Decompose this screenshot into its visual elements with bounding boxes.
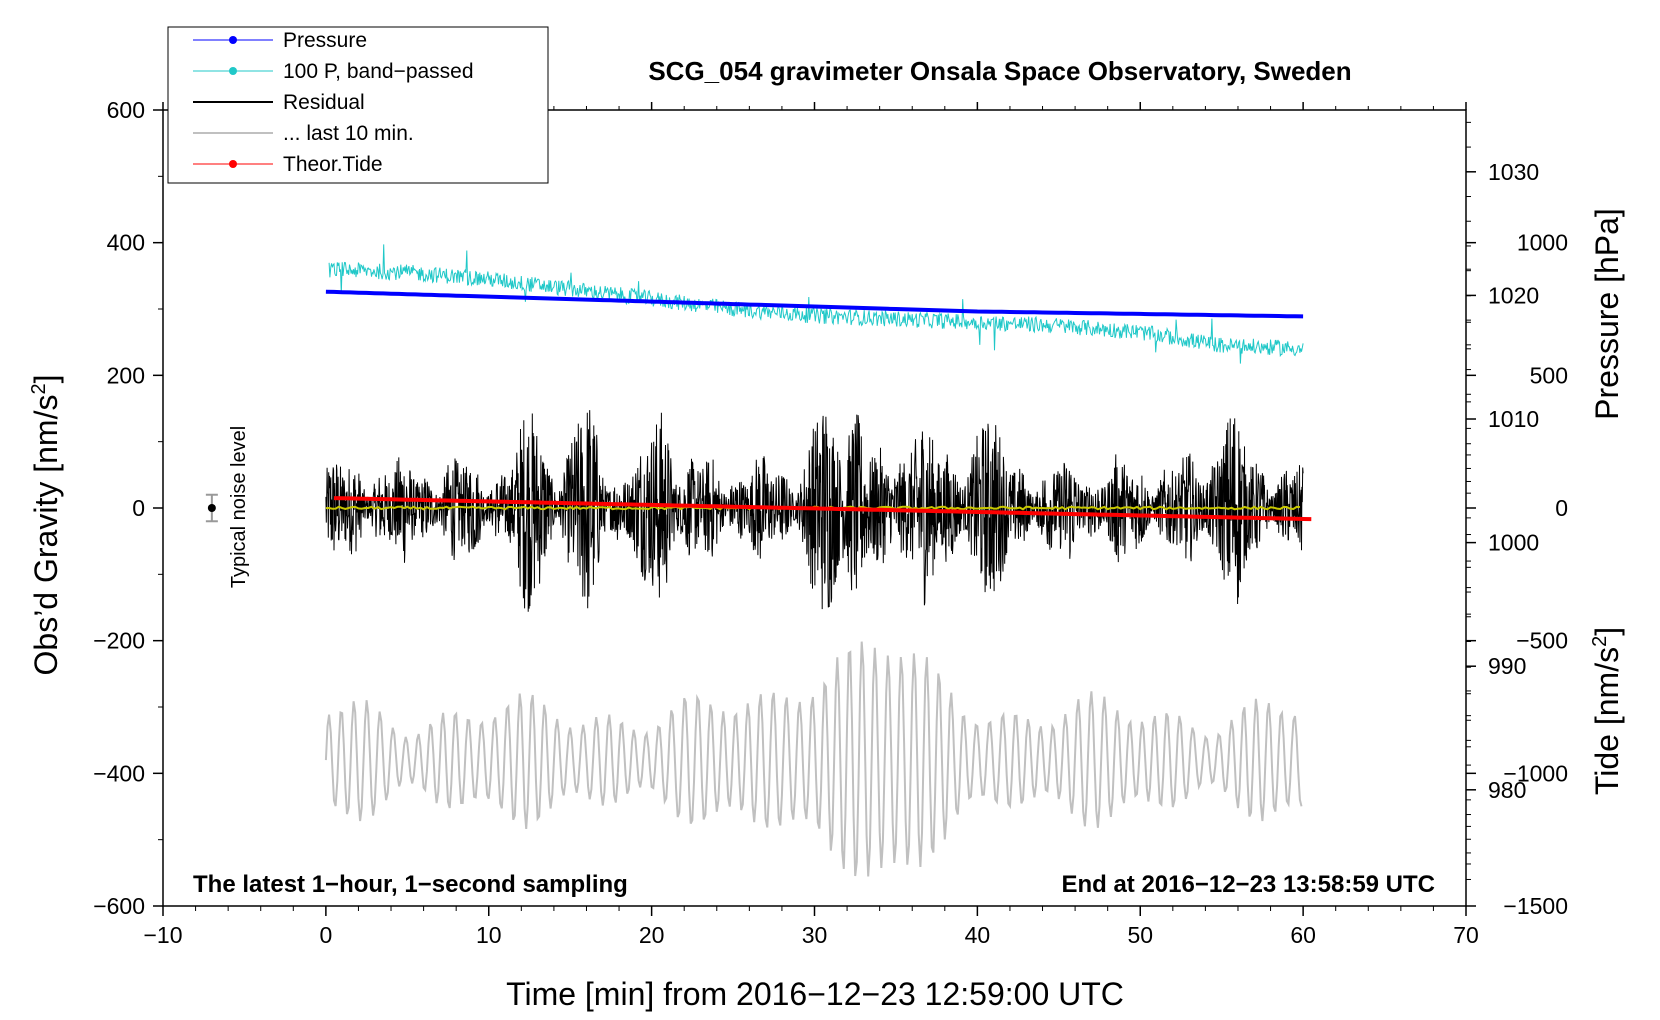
noise-label: Typical noise level bbox=[228, 426, 250, 588]
tide-tick-label: 1000 bbox=[1517, 230, 1568, 256]
y-axis-label-left: Obs’d Gravity [nm/s2] bbox=[28, 375, 64, 676]
pressure-tick-label: 1020 bbox=[1488, 282, 1539, 308]
legend-marker bbox=[229, 160, 237, 168]
x-tick-label: 50 bbox=[1127, 922, 1153, 948]
note-left: The latest 1−hour, 1−second sampling bbox=[193, 871, 628, 898]
tide-tick-label: 0 bbox=[1555, 495, 1568, 521]
note-right: End at 2016−12−23 13:58:59 UTC bbox=[1061, 871, 1435, 898]
band-passed-line bbox=[328, 244, 1304, 364]
legend-box bbox=[167, 26, 549, 184]
y-axis-label-tide-end: ] bbox=[1589, 627, 1625, 636]
x-tick-label: 30 bbox=[802, 922, 828, 948]
legend-label: Residual bbox=[283, 91, 365, 114]
x-tick-label: −10 bbox=[143, 922, 182, 948]
noise-indicator bbox=[205, 493, 218, 523]
y-axis-label-left-main: Obs’d Gravity [nm/s bbox=[28, 395, 64, 676]
legend-label: ... last 10 min. bbox=[283, 122, 414, 145]
pressure-tick-label: 980 bbox=[1488, 777, 1526, 803]
tide-tick-label: −500 bbox=[1516, 628, 1568, 654]
residual-line bbox=[325, 410, 1304, 612]
y-left-tick-label: 0 bbox=[132, 495, 145, 521]
noise-dot bbox=[207, 504, 216, 512]
y-left-tick-label: −200 bbox=[93, 628, 145, 654]
pressure-tick-label: 990 bbox=[1488, 653, 1526, 679]
chart-title: SCG_054 gravimeter Onsala Space Observat… bbox=[648, 56, 1351, 86]
last-10-min-line bbox=[324, 641, 1303, 877]
axes-layer: −10 0 10 20 30 40 50 60 706004002000−200−400−600… bbox=[93, 97, 1568, 948]
y-left-tick-label: 200 bbox=[107, 362, 145, 388]
pressure-tick-label: 1000 bbox=[1488, 530, 1539, 556]
y-left-tick-label: −400 bbox=[93, 760, 145, 786]
x-tick-label: 20 bbox=[639, 922, 665, 948]
legend-label: Pressure bbox=[283, 29, 367, 52]
legend-marker bbox=[229, 67, 237, 75]
legend-label: Theor.Tide bbox=[283, 153, 383, 176]
x-tick-label: 70 bbox=[1453, 922, 1479, 948]
legend-marker bbox=[229, 36, 237, 44]
y-left-tick-label: 600 bbox=[107, 97, 145, 123]
tide-tick-label: −1500 bbox=[1503, 893, 1568, 919]
y-axis-label-tide-main: Tide [nm/s bbox=[1589, 647, 1625, 795]
x-tick-label: 10 bbox=[476, 922, 502, 948]
series-layer bbox=[324, 244, 1312, 877]
pressure-line bbox=[325, 289, 1304, 319]
y-axis-label-left-end: ] bbox=[28, 375, 64, 384]
y-axis-label-tide: Tide [nm/s2] bbox=[1589, 627, 1625, 795]
legend: Pressure 100 P, band−passed Residual ... la… bbox=[167, 26, 549, 184]
y-left-tick-label: −600 bbox=[93, 893, 145, 919]
y-left-tick-label: 400 bbox=[107, 230, 145, 256]
tide-line bbox=[333, 496, 1312, 522]
legend-label: 100 P, band−passed bbox=[283, 60, 474, 83]
x-axis-label: Time [min] from 2016−12−23 12:59:00 UTC bbox=[506, 976, 1124, 1012]
x-tick-label: 40 bbox=[965, 922, 991, 948]
y-axis-label-pressure: Pressure [hPa] bbox=[1589, 208, 1625, 420]
tide-tick-label: 500 bbox=[1530, 362, 1568, 388]
pressure-tick-label: 1030 bbox=[1488, 159, 1539, 185]
y-axis-label-tide-sup: 2 bbox=[1589, 636, 1611, 647]
tide-tick-label: −1000 bbox=[1503, 760, 1568, 786]
x-tick-label: 0 bbox=[319, 922, 332, 948]
pressure-tick-label: 1010 bbox=[1488, 406, 1539, 432]
x-tick-label: 60 bbox=[1290, 922, 1316, 948]
y-axis-label-left-sup: 2 bbox=[28, 383, 50, 394]
